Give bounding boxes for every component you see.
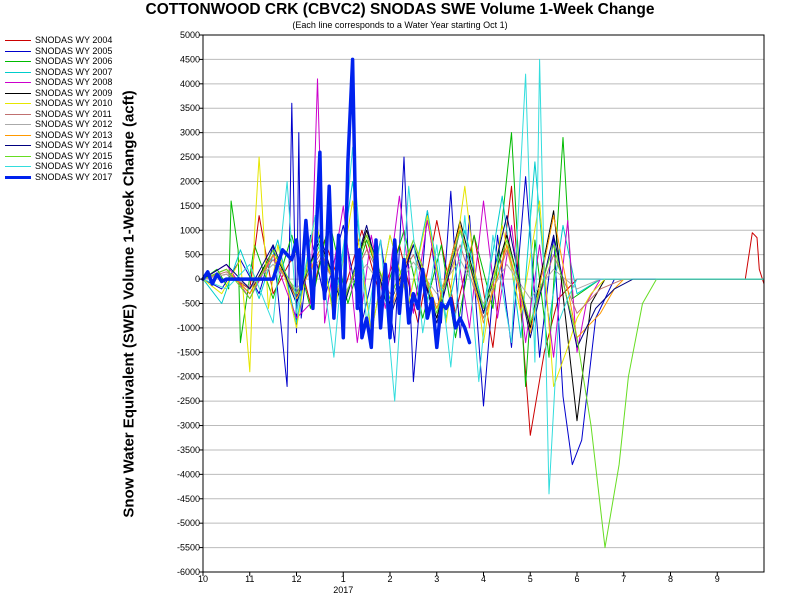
y-tick-label: 0 [195, 274, 200, 284]
x-year-label: 2017 [333, 585, 353, 595]
series-lines [201, 57, 765, 549]
legend-item: SNODAS WY 2015 [4, 151, 134, 162]
legend-item: SNODAS WY 2011 [4, 109, 134, 120]
y-tick-label: -4500 [177, 494, 200, 504]
series-line-snodas-wy-2016 [202, 58, 765, 495]
y-tick-label: 3000 [180, 128, 200, 138]
legend-item: SNODAS WY 2012 [4, 119, 134, 130]
series-line-snodas-wy-2010 [202, 156, 765, 387]
legend-item: SNODAS WY 2014 [4, 140, 134, 151]
legend-label: SNODAS WY 2015 [35, 150, 113, 161]
x-tick-label: 2 [387, 574, 392, 584]
legend-item: SNODAS WY 2008 [4, 77, 134, 88]
y-tick-label: 2500 [180, 152, 200, 162]
y-tick-label: -1500 [177, 347, 200, 357]
y-tick-label: 500 [185, 250, 200, 260]
legend-item: SNODAS WY 2005 [4, 46, 134, 57]
legend-label: SNODAS WY 2016 [35, 161, 113, 171]
series-line-snodas-wy-2008 [202, 78, 765, 358]
series-line-snodas-wy-2017 [201, 57, 472, 350]
y-tick-label: -1000 [177, 323, 200, 333]
y-tick-label: -500 [182, 299, 200, 309]
legend-label: SNODAS WY 2009 [35, 87, 113, 98]
legend-label: SNODAS WY 2004 [35, 35, 113, 45]
y-tick-label: 4000 [180, 79, 200, 89]
legend-item: SNODAS WY 2013 [4, 130, 134, 141]
legend-swatch [5, 166, 31, 167]
legend-swatch [5, 175, 31, 179]
y-tick-label: -5500 [177, 543, 200, 553]
y-tick-label: -5000 [177, 518, 200, 528]
x-tick-label: 12 [291, 574, 301, 584]
x-tick-label: 9 [715, 574, 720, 584]
y-tick-label: -2500 [177, 396, 200, 406]
legend-item: SNODAS WY 2004 [4, 35, 134, 46]
y-tick-label: 3500 [180, 103, 200, 113]
series-line-snodas-wy-2005 [202, 102, 765, 466]
legend-label: SNODAS WY 2011 [35, 108, 112, 119]
y-tick-label: 2000 [180, 176, 200, 186]
series-line-snodas-wy-2013 [202, 215, 765, 339]
series-line-snodas-wy-2015 [202, 229, 765, 549]
legend-swatch [5, 50, 31, 52]
x-tick-label: 6 [574, 574, 579, 584]
chart-title: COTTONWOOD CRK (CBVC2) SNODAS SWE Volume… [145, 1, 655, 18]
legend-swatch [5, 155, 31, 157]
y-tick-label: 1500 [180, 201, 200, 211]
legend-item: SNODAS WY 2017 [4, 172, 134, 183]
y-tick-label: 5000 [180, 30, 200, 40]
y-tick-label: 4500 [180, 54, 200, 64]
legend-label: SNODAS WY 2005 [35, 45, 113, 56]
legend-item: SNODAS WY 2006 [4, 56, 134, 67]
x-tick-label: 5 [528, 574, 533, 584]
legend-label: SNODAS WY 2008 [35, 77, 113, 87]
axis-ticks: 5000450040003500300025002000150010005000… [177, 30, 720, 595]
legend-swatch [5, 134, 31, 136]
legend-label: SNODAS WY 2014 [35, 140, 113, 150]
y-tick-label: -3000 [177, 421, 200, 431]
legend-swatch [5, 92, 31, 94]
legend-item: SNODAS WY 2010 [4, 98, 134, 109]
x-tick-label: 11 [245, 574, 254, 584]
series-line-snodas-wy-2012 [202, 259, 765, 304]
legend-swatch [5, 61, 31, 62]
y-tick-label: -6000 [177, 567, 200, 577]
y-tick-label: -2000 [177, 372, 200, 382]
x-tick-label: 1 [341, 574, 346, 584]
chart-legend: SNODAS WY 2004 SNODAS WY 2005 SNODAS WY 20… [4, 35, 134, 182]
x-tick-label: 10 [198, 574, 208, 584]
legend-label: SNODAS WY 2010 [35, 98, 113, 108]
series-line-snodas-wy-2009 [202, 210, 765, 422]
y-tick-label: -3500 [177, 445, 200, 455]
legend-item: SNODAS WY 2009 [4, 88, 134, 99]
legend-swatch [5, 40, 31, 41]
series-line-snodas-wy-2006 [202, 132, 765, 387]
legend-label: SNODAS WY 2017 [35, 171, 113, 182]
legend-label: SNODAS WY 2007 [35, 66, 113, 77]
legend-swatch [5, 113, 31, 115]
x-tick-label: 8 [668, 574, 673, 584]
y-tick-label: -4000 [177, 469, 200, 479]
legend-swatch [5, 103, 31, 104]
legend-label: SNODAS WY 2012 [35, 119, 113, 129]
legend-item: SNODAS WY 2007 [4, 67, 134, 78]
legend-swatch [5, 82, 31, 83]
legend-swatch [5, 124, 31, 125]
legend-item: SNODAS WY 2016 [4, 161, 134, 172]
y-tick-label: 1000 [180, 225, 200, 235]
legend-label: SNODAS WY 2006 [35, 56, 113, 66]
legend-swatch [5, 145, 31, 146]
legend-label: SNODAS WY 2013 [35, 129, 113, 140]
legend-swatch [5, 71, 31, 73]
series-line-snodas-wy-2004 [202, 185, 765, 436]
chart-subtitle: (Each line corresponds to a Water Year s… [292, 20, 508, 30]
x-tick-label: 3 [434, 574, 439, 584]
x-tick-label: 7 [621, 574, 626, 584]
x-tick-label: 4 [481, 574, 486, 584]
